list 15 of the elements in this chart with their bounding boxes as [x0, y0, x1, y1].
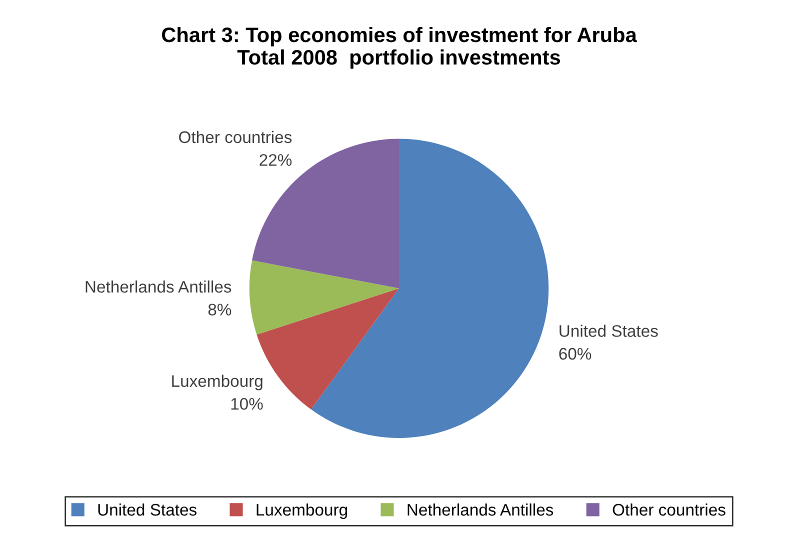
- data-label: 60%: [559, 348, 592, 360]
- data-label: 10%: [231, 398, 263, 410]
- slice-label: Netherlands Antilles: [86, 280, 232, 293]
- slice-label: United States: [560, 324, 658, 337]
- pie-slice: [249, 260, 399, 335]
- legend-label: Netherlands Antilles: [408, 503, 554, 516]
- legend-label: United States: [98, 503, 196, 516]
- slice-label: Other countries: [179, 130, 292, 144]
- data-label: 8%: [208, 304, 232, 316]
- legend-label: Luxembourg: [256, 503, 347, 519]
- chart-title: Chart 3: Top economies of investment for Aruba Total 2008 portfolio investments: [162, 26, 638, 69]
- slice-label: Luxembourg: [172, 374, 262, 390]
- data-label: 22%: [260, 154, 292, 166]
- pie-slice: [311, 138, 549, 438]
- legend-label: Other countries: [612, 503, 726, 516]
